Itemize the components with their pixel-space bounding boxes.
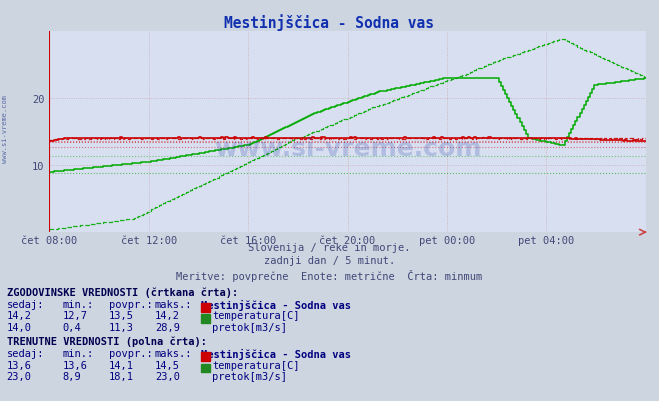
Text: maks.:: maks.: <box>155 299 192 309</box>
Text: 23,0: 23,0 <box>155 371 180 381</box>
Text: Slovenija / reke in morje.: Slovenija / reke in morje. <box>248 243 411 253</box>
Text: sedaj:: sedaj: <box>7 348 44 358</box>
Text: 13,5: 13,5 <box>109 311 134 321</box>
Text: www.si-vreme.com: www.si-vreme.com <box>214 136 481 160</box>
Text: 14,2: 14,2 <box>7 311 32 321</box>
Text: ZGODOVINSKE VREDNOSTI (črtkana črta):: ZGODOVINSKE VREDNOSTI (črtkana črta): <box>7 287 238 297</box>
Text: 14,0: 14,0 <box>7 322 32 332</box>
Text: 28,9: 28,9 <box>155 322 180 332</box>
Text: Meritve: povprečne  Enote: metrične  Črta: minmum: Meritve: povprečne Enote: metrične Črta:… <box>177 269 482 281</box>
Text: zadnji dan / 5 minut.: zadnji dan / 5 minut. <box>264 256 395 266</box>
Text: pretok[m3/s]: pretok[m3/s] <box>212 371 287 381</box>
Text: povpr.:: povpr.: <box>109 299 152 309</box>
Text: 11,3: 11,3 <box>109 322 134 332</box>
Text: 13,6: 13,6 <box>63 360 88 370</box>
Text: Mestinjščica - Sodna vas: Mestinjščica - Sodna vas <box>201 299 351 310</box>
Text: 23,0: 23,0 <box>7 371 32 381</box>
Text: temperatura[C]: temperatura[C] <box>212 311 300 321</box>
Text: 12,7: 12,7 <box>63 311 88 321</box>
Text: Mestinjščica - Sodna vas: Mestinjščica - Sodna vas <box>201 348 351 359</box>
Text: TRENUTNE VREDNOSTI (polna črta):: TRENUTNE VREDNOSTI (polna črta): <box>7 336 206 346</box>
Text: 8,9: 8,9 <box>63 371 81 381</box>
Text: Mestinjščica - Sodna vas: Mestinjščica - Sodna vas <box>225 14 434 31</box>
Text: min.:: min.: <box>63 348 94 358</box>
Text: www.si-vreme.com: www.si-vreme.com <box>2 94 9 162</box>
Text: 18,1: 18,1 <box>109 371 134 381</box>
Text: 13,6: 13,6 <box>7 360 32 370</box>
Text: 14,1: 14,1 <box>109 360 134 370</box>
Text: temperatura[C]: temperatura[C] <box>212 360 300 370</box>
Text: 0,4: 0,4 <box>63 322 81 332</box>
Text: povpr.:: povpr.: <box>109 348 152 358</box>
Text: 14,5: 14,5 <box>155 360 180 370</box>
Text: pretok[m3/s]: pretok[m3/s] <box>212 322 287 332</box>
Text: 14,2: 14,2 <box>155 311 180 321</box>
Text: sedaj:: sedaj: <box>7 299 44 309</box>
Text: maks.:: maks.: <box>155 348 192 358</box>
Text: min.:: min.: <box>63 299 94 309</box>
